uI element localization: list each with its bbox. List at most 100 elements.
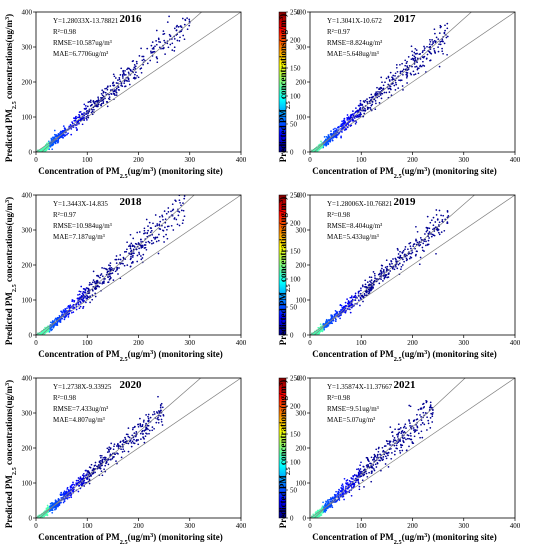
data-point (334, 309, 337, 312)
data-point (77, 481, 80, 484)
data-point (161, 406, 164, 409)
data-point (114, 258, 117, 261)
data-point (433, 47, 435, 50)
data-point (75, 482, 78, 484)
data-point (139, 424, 142, 427)
data-point (362, 465, 365, 468)
data-point (409, 245, 412, 248)
data-point (408, 437, 411, 440)
data-point (410, 252, 412, 255)
data-point (394, 75, 396, 77)
data-point (399, 72, 402, 74)
colorbar-tick-label: 50 (290, 121, 298, 129)
x-tick-label: 400 (510, 156, 521, 164)
data-point (115, 460, 117, 462)
data-point (129, 258, 132, 261)
data-point (376, 453, 379, 456)
data-point (446, 27, 449, 30)
data-point (72, 307, 74, 309)
data-point (149, 59, 152, 62)
data-point (422, 242, 425, 245)
data-point (354, 111, 357, 114)
colorbar-tick-label: 150 (290, 65, 301, 73)
y-tick-label: 300 (296, 227, 307, 235)
data-point (402, 258, 404, 261)
data-point (377, 447, 380, 450)
data-point (366, 475, 369, 478)
data-point (138, 247, 140, 250)
data-point (100, 102, 103, 105)
data-point (128, 245, 130, 248)
data-point (435, 209, 438, 211)
data-point (111, 82, 114, 85)
data-point (43, 515, 45, 518)
data-point (376, 86, 378, 89)
data-point (373, 272, 376, 275)
data-point (426, 243, 429, 246)
data-point (109, 269, 112, 271)
data-point (141, 257, 144, 259)
data-point (378, 88, 380, 91)
data-point (353, 117, 356, 119)
data-point (109, 458, 112, 461)
data-point (414, 66, 416, 68)
data-point (360, 295, 363, 297)
panel-2017: 0 100 200 300 40001002003004002017Y=1.3041X-… (278, 9, 521, 180)
data-point (177, 214, 180, 217)
data-point (153, 427, 155, 430)
data-point (365, 294, 368, 297)
data-point (124, 441, 127, 444)
one-to-one-line (36, 12, 241, 152)
data-point (91, 288, 94, 291)
data-point (377, 273, 380, 276)
data-point (446, 53, 448, 56)
data-point (350, 306, 353, 309)
data-point (148, 432, 150, 435)
data-point (120, 448, 122, 451)
data-point (165, 212, 168, 215)
data-point (129, 68, 132, 71)
data-point (91, 110, 94, 113)
data-point (166, 228, 168, 231)
data-point (333, 313, 336, 316)
data-point (359, 103, 362, 106)
data-point (124, 73, 127, 76)
data-point (370, 472, 373, 474)
data-point (396, 442, 398, 445)
data-point (414, 254, 417, 257)
data-point (390, 457, 393, 460)
data-point (177, 26, 180, 28)
data-point (143, 247, 146, 249)
data-point (80, 285, 83, 288)
y-tick-label: 200 (22, 262, 33, 270)
data-point (378, 282, 381, 285)
data-point (431, 39, 433, 41)
data-point (429, 404, 432, 406)
data-point (440, 231, 443, 233)
data-point (403, 437, 406, 439)
data-point (434, 32, 436, 35)
data-point (73, 484, 76, 486)
data-point (329, 133, 332, 136)
data-point (389, 71, 392, 74)
regression-line (313, 12, 472, 152)
data-point (150, 50, 152, 53)
data-point (75, 126, 78, 129)
data-point (147, 240, 150, 243)
data-point (359, 296, 362, 299)
data-point (137, 443, 140, 446)
data-point (73, 119, 76, 122)
data-point (85, 474, 87, 477)
data-point (104, 464, 107, 467)
data-point (122, 448, 125, 451)
data-point (360, 287, 362, 290)
data-point (412, 70, 415, 73)
data-point (152, 242, 155, 244)
data-point (148, 429, 151, 432)
data-point (136, 74, 138, 77)
x-tick-label: 200 (133, 522, 144, 530)
data-point (133, 66, 136, 69)
data-point (416, 241, 419, 244)
data-point (131, 434, 134, 437)
data-point (115, 445, 118, 447)
